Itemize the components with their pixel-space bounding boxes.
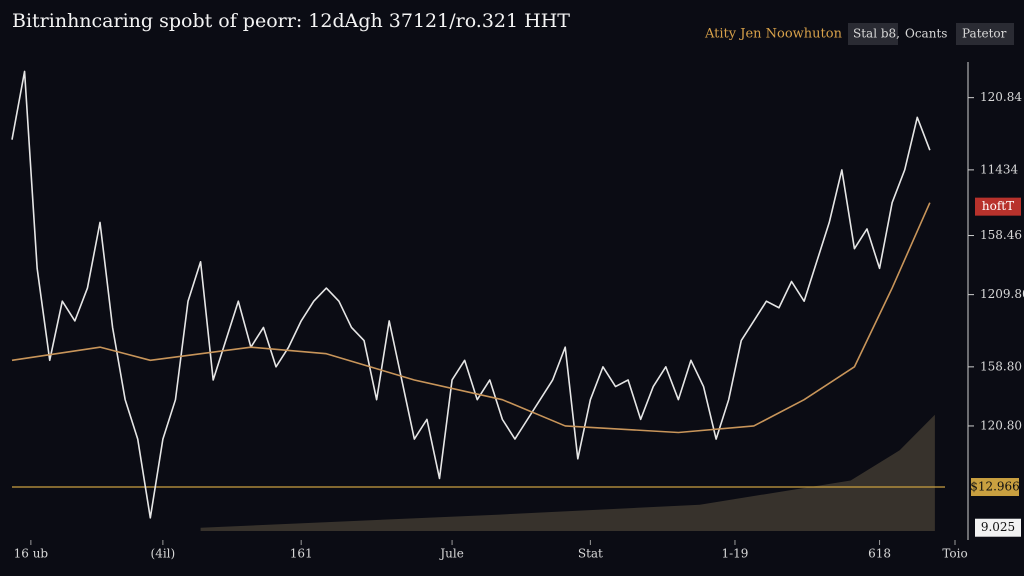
y-tick-label: 1209.80 [980,287,1024,301]
price-tag-label: hoftT [982,199,1014,213]
volume-area [200,414,935,531]
price-tag [975,518,1021,537]
y-tick-label: 120.84 [980,90,1022,104]
interval-label[interactable]: Stal b8, [853,27,900,41]
study-label: Atity Jen Noowhuton [704,27,843,42]
x-tick-label: Jule [438,547,463,561]
y-tick-label: 158.46 [980,228,1022,242]
toolbar-button[interactable] [956,23,1014,45]
interval-button[interactable] [848,23,898,45]
y-tick-label: 11434 [980,162,1019,176]
x-tick-label: (4il) [151,547,176,561]
price-line [11,70,931,519]
x-tick-label: 618 [868,547,891,561]
x-tick-label: Toio [942,547,967,561]
price-tag-label: $12.966 [970,480,1020,494]
x-tick-label: 1-19 [721,547,748,561]
y-tick-label: 120.80 [980,418,1022,432]
y-tick-label: 158.80 [980,359,1022,373]
toolbar-button-label[interactable]: Patetor [962,27,1007,41]
price-tag [975,197,1021,216]
mode-label[interactable]: Ocants [905,27,947,41]
price-line [11,202,931,434]
x-tick-label: Stat [578,547,603,561]
price-tag [971,478,1019,497]
chart-title: Bitrinhncaring spobt of peorr: 12dAgh 37… [12,10,570,32]
x-tick-label: 16 ub [14,547,49,561]
x-tick-label: 161 [290,547,313,561]
price-tag-label: 9.025 [981,520,1015,534]
